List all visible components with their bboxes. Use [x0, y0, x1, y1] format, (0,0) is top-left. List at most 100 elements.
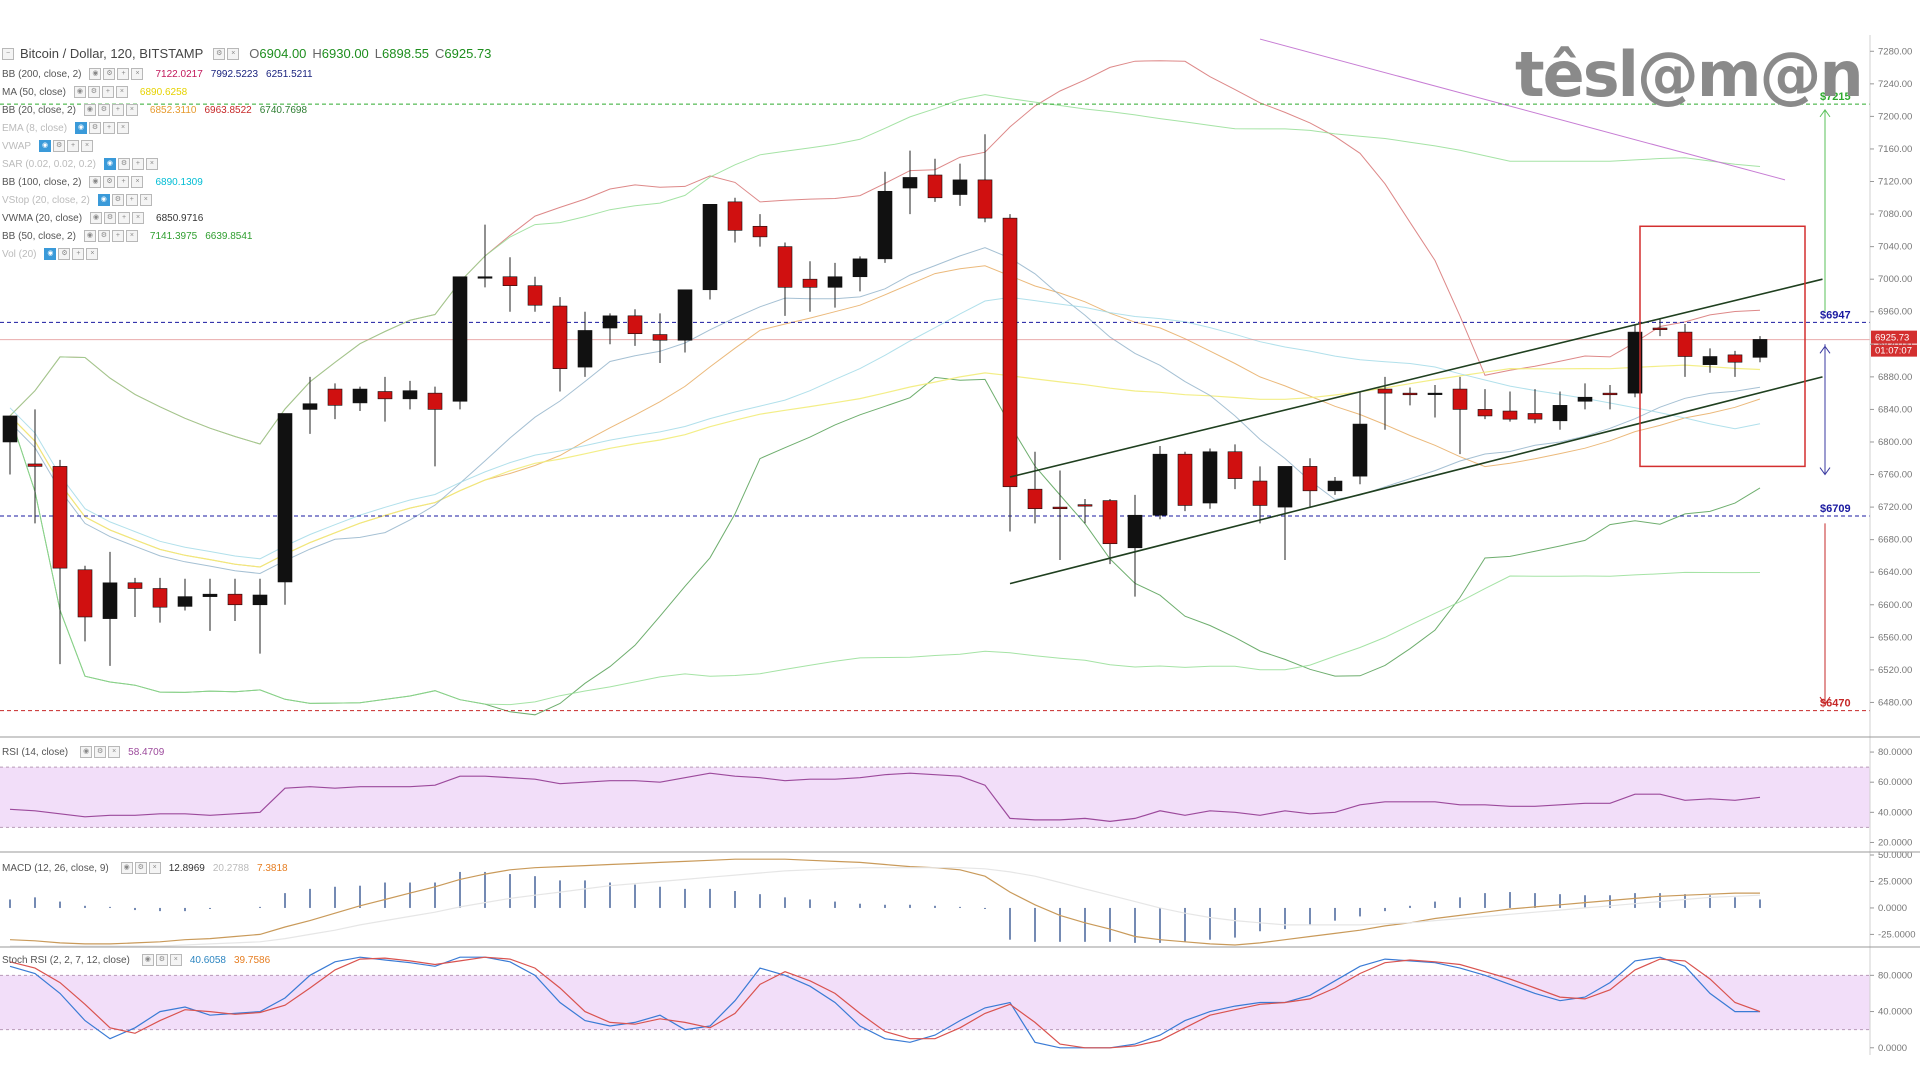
plus-icon[interactable]: +	[118, 212, 131, 224]
settings-icon[interactable]: ⚙	[58, 248, 71, 260]
candle-bearish[interactable]	[927, 174, 943, 199]
candle-bullish[interactable]	[252, 594, 268, 606]
plus-icon[interactable]: +	[131, 158, 144, 170]
close-icon[interactable]: ×	[132, 212, 145, 224]
indicator-controls[interactable]: ◉ ⚙ + ×	[97, 194, 152, 206]
channel-upper-line[interactable]	[1009, 278, 1823, 478]
candle-bullish[interactable]	[302, 403, 318, 410]
settings-icon[interactable]: ⚙	[53, 140, 66, 152]
settings-icon[interactable]: ⚙	[134, 862, 147, 874]
indicator-legend-row[interactable]: MA (50, close) ◉ ⚙ + × 6890.6258	[2, 84, 187, 100]
candle-bearish[interactable]	[1652, 327, 1668, 330]
candle-bearish[interactable]	[1452, 388, 1468, 410]
close-icon[interactable]: ×	[117, 122, 130, 134]
candle-bearish[interactable]	[1227, 451, 1243, 479]
candle-bullish[interactable]	[602, 315, 618, 329]
main-pane-candles[interactable]	[2, 134, 1768, 666]
indicator-legend-row[interactable]: SAR (0.02, 0.02, 0.2) ◉ ⚙ + ×	[2, 156, 162, 172]
candle-bullish[interactable]	[1152, 453, 1168, 516]
channel-lower-line[interactable]	[1009, 376, 1823, 585]
candle-bullish[interactable]	[1577, 396, 1593, 402]
settings-icon[interactable]: ⚙	[103, 176, 116, 188]
candle-bearish[interactable]	[1402, 392, 1418, 396]
candle-bullish[interactable]	[202, 593, 218, 597]
stoch-rsi-legend[interactable]: Stoch RSI (2, 2, 7, 12, close) ◉ ⚙ × 40.60…	[2, 954, 278, 966]
candle-bullish[interactable]	[577, 330, 593, 368]
candle-bullish[interactable]	[827, 276, 843, 288]
candle-bearish[interactable]	[552, 305, 568, 370]
candle-bullish[interactable]	[1427, 392, 1443, 395]
candle-bullish[interactable]	[1327, 480, 1343, 492]
plus-icon[interactable]: +	[72, 248, 85, 260]
candle-bearish[interactable]	[77, 569, 93, 618]
eye-icon[interactable]: ◉	[90, 212, 103, 224]
close-icon[interactable]: ×	[169, 954, 182, 966]
indicator-controls[interactable]: ◉ ⚙ + ×	[89, 176, 144, 188]
close-icon[interactable]: ×	[81, 140, 94, 152]
candle-bullish[interactable]	[1127, 514, 1143, 549]
indicator-controls[interactable]: ◉ ⚙ + ×	[39, 140, 94, 152]
candle-bearish[interactable]	[1602, 392, 1618, 396]
close-icon[interactable]: ×	[227, 47, 240, 60]
plus-icon[interactable]: +	[67, 140, 80, 152]
close-icon[interactable]: ×	[115, 86, 128, 98]
settings-icon[interactable]: ⚙	[97, 104, 110, 116]
candle-bullish[interactable]	[277, 413, 293, 583]
indicator-legend-row[interactable]: EMA (8, close) ◉ ⚙ + ×	[2, 120, 133, 136]
candle-bearish[interactable]	[777, 246, 793, 288]
settings-icon[interactable]: ⚙	[213, 47, 226, 60]
eye-icon[interactable]: ◉	[97, 194, 110, 206]
eye-icon[interactable]: ◉	[83, 104, 96, 116]
candle-bearish[interactable]	[1302, 466, 1318, 492]
candle-bullish[interactable]	[352, 388, 368, 404]
candle-bearish[interactable]	[752, 225, 768, 238]
candle-bearish[interactable]	[1102, 500, 1118, 545]
rsi-legend[interactable]: RSI (14, close) ◉ ⚙ × 58.4709	[2, 746, 164, 758]
price-axis[interactable]: 7280.00 7240.00 7200.00 7160.00 7120.00 7080.…	[1869, 0, 1920, 1080]
candle-bearish[interactable]	[1377, 388, 1393, 394]
candle-bullish[interactable]	[1752, 339, 1768, 358]
candle-bullish[interactable]	[402, 390, 418, 400]
candle-bullish[interactable]	[477, 276, 493, 279]
settings-icon[interactable]: ⚙	[94, 746, 107, 758]
close-icon[interactable]: ×	[125, 230, 138, 242]
candle-bullish[interactable]	[452, 276, 468, 402]
candle-bearish[interactable]	[427, 392, 443, 410]
eye-icon[interactable]: ◉	[80, 746, 93, 758]
eye-icon[interactable]: ◉	[73, 86, 86, 98]
collapse-icon[interactable]: −	[2, 47, 14, 60]
indicator-controls[interactable]: ◉ ⚙ + ×	[83, 104, 138, 116]
candle-bearish[interactable]	[1477, 409, 1493, 417]
candle-bearish[interactable]	[52, 466, 68, 569]
symbol-legend[interactable]: − Bitcoin / Dollar, 120, BITSTAMP ⚙ × O6…	[2, 46, 497, 61]
eye-icon[interactable]: ◉	[75, 122, 88, 134]
candle-bullish[interactable]	[2, 415, 18, 443]
plus-icon[interactable]: +	[111, 104, 124, 116]
candle-bearish[interactable]	[127, 582, 143, 589]
candle-bearish[interactable]	[27, 463, 43, 467]
close-icon[interactable]: ×	[131, 68, 144, 80]
candle-bearish[interactable]	[1052, 506, 1068, 510]
indicator-legend-row[interactable]: VWAP ◉ ⚙ + ×	[2, 138, 97, 154]
candle-bullish[interactable]	[1627, 331, 1643, 394]
candle-bearish[interactable]	[1002, 217, 1018, 488]
indicator-controls[interactable]: ◉ ⚙ + ×	[90, 212, 145, 224]
candle-bearish[interactable]	[1527, 413, 1543, 420]
candle-bearish[interactable]	[1027, 488, 1043, 510]
candle-bullish[interactable]	[1277, 466, 1293, 508]
indicator-legend-row[interactable]: Vol (20) ◉ ⚙ + ×	[2, 246, 102, 262]
candle-bearish[interactable]	[527, 285, 543, 306]
eye-icon[interactable]: ◉	[44, 248, 57, 260]
close-icon[interactable]: ×	[125, 104, 138, 116]
eye-icon[interactable]: ◉	[89, 176, 102, 188]
candle-bullish[interactable]	[1352, 423, 1368, 477]
candle-bullish[interactable]	[852, 258, 868, 278]
indicator-legend-row[interactable]: VStop (20, close, 2) ◉ ⚙ + ×	[2, 192, 156, 208]
plus-icon[interactable]: +	[125, 194, 138, 206]
close-icon[interactable]: ×	[139, 194, 152, 206]
close-icon[interactable]: ×	[145, 158, 158, 170]
plus-icon[interactable]: +	[111, 230, 124, 242]
candle-bearish[interactable]	[152, 588, 168, 608]
main-pane-drawings[interactable]	[1009, 109, 1831, 705]
candle-bullish[interactable]	[677, 289, 693, 341]
